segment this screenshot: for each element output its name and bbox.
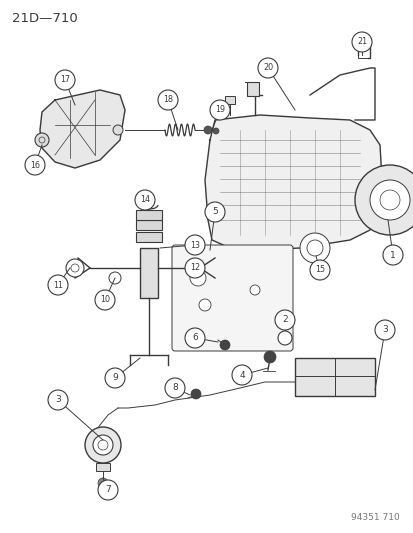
Text: 12: 12 [190, 263, 199, 272]
Text: 2: 2 [282, 316, 287, 325]
Text: 5: 5 [211, 207, 217, 216]
Circle shape [199, 299, 211, 311]
Circle shape [25, 155, 45, 175]
Circle shape [249, 285, 259, 295]
Circle shape [274, 310, 294, 330]
Circle shape [277, 331, 291, 345]
Text: 13: 13 [190, 240, 199, 249]
Circle shape [98, 480, 118, 500]
Bar [136, 220, 161, 230]
Circle shape [219, 340, 230, 350]
Circle shape [382, 245, 402, 265]
Circle shape [113, 125, 123, 135]
Bar [136, 210, 161, 220]
Bar [224, 96, 235, 104]
Text: 1: 1 [389, 251, 395, 260]
Circle shape [165, 378, 185, 398]
Bar [294, 358, 374, 396]
Circle shape [374, 320, 394, 340]
Circle shape [185, 258, 204, 278]
Bar [136, 232, 161, 242]
Circle shape [263, 351, 275, 363]
Bar [96, 463, 110, 471]
Circle shape [354, 165, 413, 235]
Text: 6: 6 [192, 334, 197, 343]
Circle shape [231, 365, 252, 385]
Polygon shape [204, 115, 381, 250]
Text: 16: 16 [30, 160, 40, 169]
Text: 15: 15 [314, 265, 324, 274]
Text: 20: 20 [262, 63, 273, 72]
Circle shape [48, 390, 68, 410]
Text: 3: 3 [55, 395, 61, 405]
Text: 19: 19 [214, 106, 225, 115]
Circle shape [257, 58, 277, 78]
Circle shape [55, 70, 75, 90]
Circle shape [158, 90, 178, 110]
Circle shape [85, 427, 121, 463]
Bar [247, 82, 259, 96]
Text: 18: 18 [163, 95, 173, 104]
Text: 14: 14 [140, 196, 150, 205]
Text: 17: 17 [60, 76, 70, 85]
Text: 10: 10 [100, 295, 110, 304]
Circle shape [105, 368, 125, 388]
Circle shape [212, 128, 218, 134]
Circle shape [204, 126, 211, 134]
Circle shape [190, 389, 201, 399]
Circle shape [48, 275, 68, 295]
Circle shape [185, 235, 204, 255]
Circle shape [369, 180, 409, 220]
Circle shape [309, 260, 329, 280]
Circle shape [204, 202, 224, 222]
Bar [357, 45, 369, 58]
FancyBboxPatch shape [171, 245, 292, 351]
Circle shape [135, 190, 154, 210]
Text: 21: 21 [356, 37, 366, 46]
Text: 21D—710: 21D—710 [12, 12, 78, 25]
Text: 3: 3 [381, 326, 387, 335]
Circle shape [185, 328, 204, 348]
Circle shape [190, 270, 206, 286]
Circle shape [98, 478, 108, 488]
Text: 9: 9 [112, 374, 118, 383]
Circle shape [35, 133, 49, 147]
Bar [140, 248, 158, 298]
Polygon shape [40, 90, 125, 168]
Circle shape [66, 259, 84, 277]
Text: 8: 8 [172, 384, 178, 392]
Circle shape [93, 435, 113, 455]
Circle shape [299, 233, 329, 263]
Circle shape [95, 290, 115, 310]
Circle shape [209, 100, 230, 120]
Circle shape [351, 32, 371, 52]
Text: 7: 7 [105, 486, 111, 495]
Circle shape [109, 272, 121, 284]
Text: 11: 11 [53, 280, 63, 289]
Text: 4: 4 [239, 370, 244, 379]
Text: 94351 710: 94351 710 [350, 513, 399, 522]
